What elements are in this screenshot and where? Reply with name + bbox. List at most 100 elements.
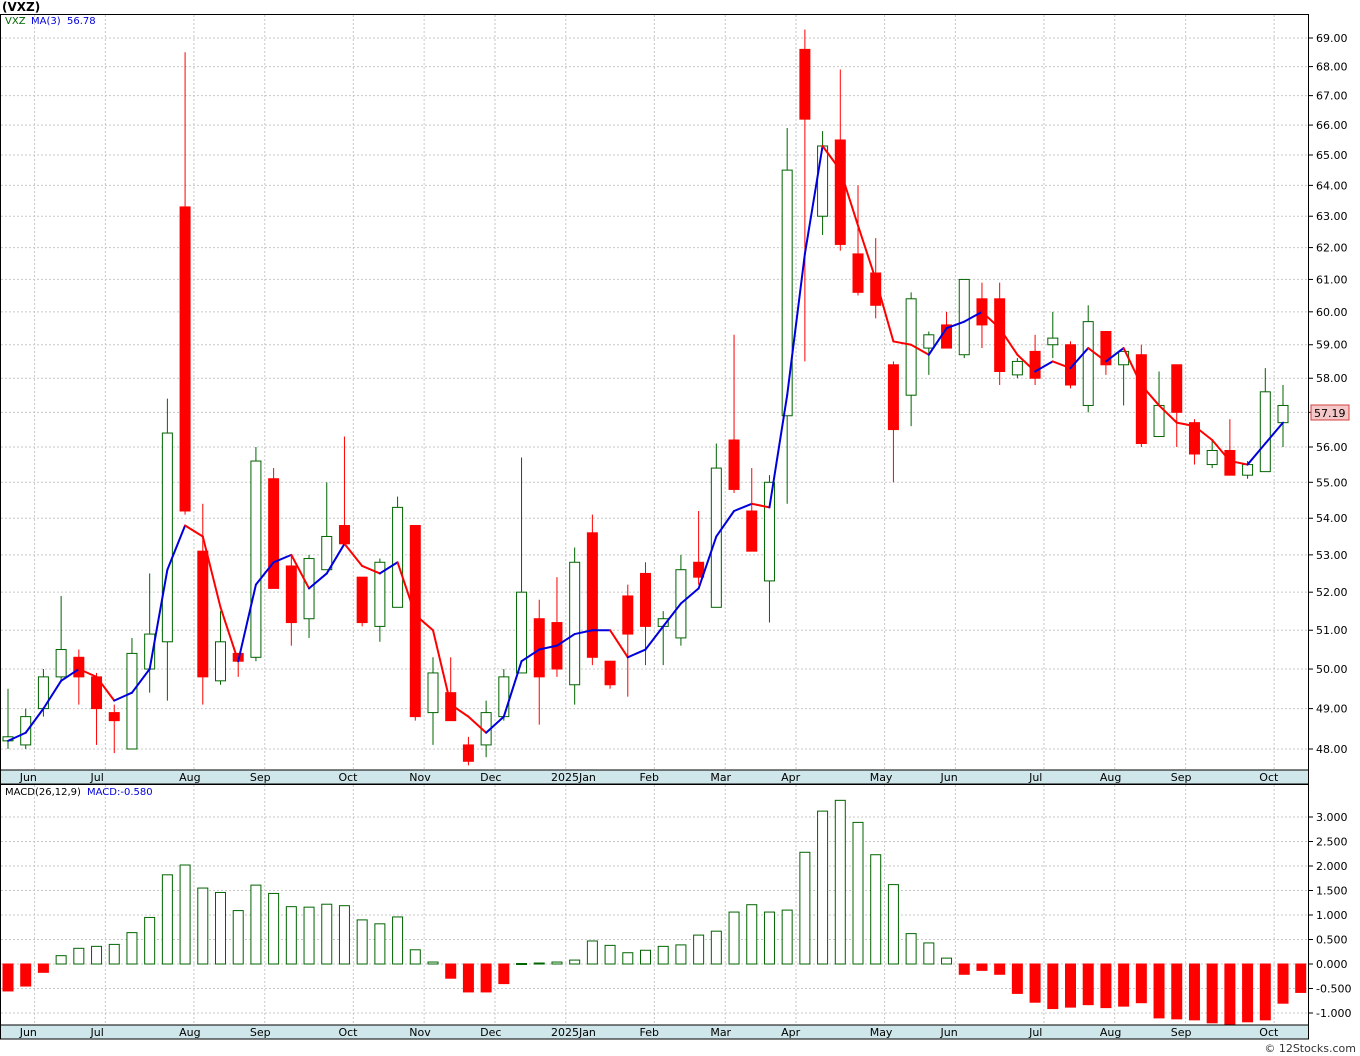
candle-body xyxy=(604,660,616,686)
macd-bar xyxy=(303,906,315,965)
month-label: Nov xyxy=(409,771,431,784)
candle xyxy=(1047,311,1059,359)
macd-bar xyxy=(1206,963,1218,1024)
month-label: Jul xyxy=(1028,771,1042,784)
ma3-segment xyxy=(910,343,930,356)
ma3-segment xyxy=(715,509,736,538)
ma3-segment xyxy=(1034,360,1054,373)
price-tick-label: 59.00 xyxy=(1316,339,1348,352)
macd-bar xyxy=(746,904,758,965)
candle-body xyxy=(427,672,439,714)
ma3-segment xyxy=(237,583,257,663)
macd-tick-label: 1.500 xyxy=(1316,885,1348,898)
candle xyxy=(1135,344,1147,447)
ma3-segment xyxy=(1228,460,1249,466)
ma3-segment xyxy=(184,524,204,538)
macd-bar xyxy=(852,821,864,965)
macd-y-axis: -1.000 -0.500 0.000 0.500 1.000 1.500 2.000 2.5… xyxy=(1308,811,1351,1020)
candle-body xyxy=(781,169,793,417)
candle-body xyxy=(108,712,120,722)
candle xyxy=(728,334,740,494)
macd-tick-label: 0.500 xyxy=(1316,934,1348,947)
price-tick-label: 55.00 xyxy=(1316,476,1348,489)
ma3-segment xyxy=(927,327,948,356)
ma3-segment xyxy=(325,542,346,575)
ma3-segment xyxy=(1264,421,1284,445)
candle xyxy=(250,446,262,662)
price-tick-label: 61.00 xyxy=(1316,273,1348,286)
candle-body xyxy=(126,652,138,750)
page-title: (VXZ) xyxy=(2,0,41,14)
candle xyxy=(462,736,474,766)
candle xyxy=(1206,440,1218,469)
macd-bar xyxy=(905,933,917,965)
candle-body xyxy=(693,561,705,578)
month-label: Oct xyxy=(1259,1026,1279,1039)
ma3-segment xyxy=(874,278,895,343)
ma3-segment xyxy=(396,561,417,616)
macd-bar xyxy=(604,944,616,965)
candle-body xyxy=(1188,422,1200,455)
price-tick-label: 49.00 xyxy=(1316,703,1348,716)
macd-bar xyxy=(710,930,722,965)
candle-body xyxy=(321,535,333,571)
macd-bar xyxy=(1082,963,1094,1006)
ma3-segment xyxy=(1104,347,1125,363)
macd-bar xyxy=(268,892,280,965)
macd-bar xyxy=(941,957,953,965)
candle-body xyxy=(268,478,280,589)
macd-bar xyxy=(763,911,775,965)
candle xyxy=(268,468,280,589)
price-tick-label: 65.00 xyxy=(1316,149,1348,162)
macd-bar xyxy=(958,963,970,975)
macd-bar xyxy=(285,906,297,965)
month-label: Feb xyxy=(640,771,659,784)
ma3-segment xyxy=(485,715,505,734)
macd-bar xyxy=(197,887,209,965)
ma3-segment xyxy=(148,568,169,671)
price-tick-label: 54.00 xyxy=(1316,512,1348,525)
month-label: May xyxy=(870,1026,893,1039)
month-label: 2025Jan xyxy=(551,1026,596,1039)
ma3-segment xyxy=(1140,384,1161,407)
month-label: 2025Jan xyxy=(551,771,596,784)
macd-bar xyxy=(1029,963,1041,1003)
candle xyxy=(763,475,775,623)
legend-symbol: VXZ xyxy=(5,16,26,27)
candle-body xyxy=(179,206,191,512)
macd-bar xyxy=(551,961,563,965)
candle-body xyxy=(516,591,528,674)
ma3-segment xyxy=(1051,360,1072,370)
price-tick-label: 53.00 xyxy=(1316,549,1348,562)
macd-bar xyxy=(215,891,226,965)
price-tick-label: 68.00 xyxy=(1316,61,1348,74)
macd-bar xyxy=(887,884,899,965)
macd-bar xyxy=(374,923,386,965)
macd-bar xyxy=(1242,963,1254,1023)
macd-bar xyxy=(480,963,492,993)
candle xyxy=(498,669,510,721)
month-label: May xyxy=(870,771,893,784)
macd-bar xyxy=(817,810,829,965)
month-label: Mar xyxy=(710,771,731,784)
candle xyxy=(161,398,173,701)
month-label: Nov xyxy=(409,1026,431,1039)
macd-bar xyxy=(923,942,935,965)
macd-month-axis: Jun Jul Aug Sep Oct Nov Dec 2025Jan Feb Mar Apr May… xyxy=(19,1026,1279,1039)
ma3-segment xyxy=(857,224,877,281)
candle-body xyxy=(799,48,811,120)
candle-body xyxy=(1029,350,1041,379)
candle-body xyxy=(392,506,404,608)
macd-bars xyxy=(2,799,1307,1025)
macd-bar xyxy=(462,963,474,993)
ma3-segment xyxy=(1087,347,1107,363)
candle xyxy=(1011,358,1023,379)
candle-body xyxy=(374,561,386,627)
candle xyxy=(834,69,846,251)
candle xyxy=(321,482,333,571)
candle xyxy=(746,468,758,552)
macd-bar xyxy=(1153,963,1165,1019)
month-label: Mar xyxy=(710,1026,731,1039)
macd-bar xyxy=(834,799,846,965)
